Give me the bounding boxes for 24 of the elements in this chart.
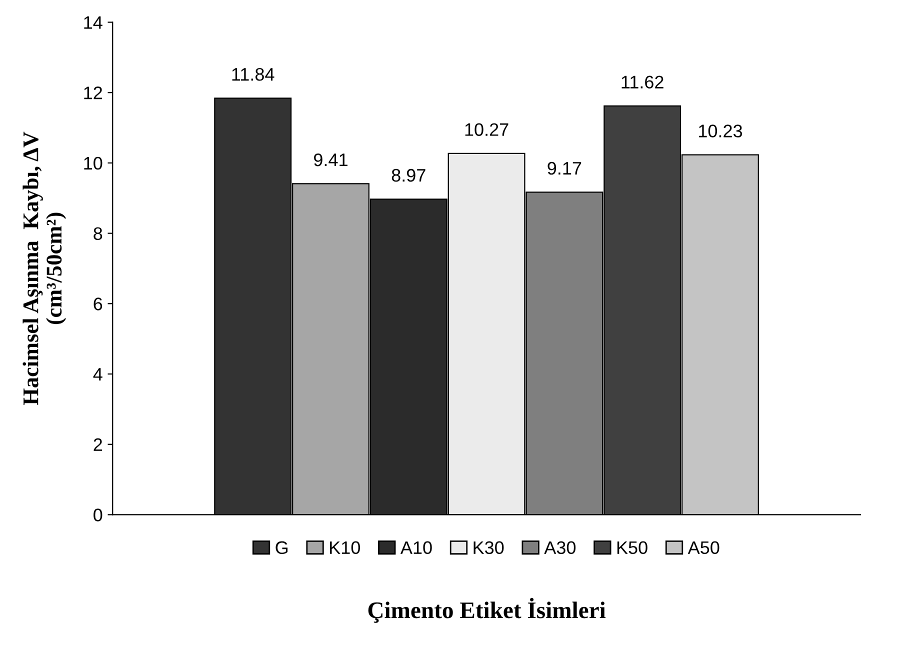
y-tick-label: 10 xyxy=(84,156,102,170)
legend-label: A50 xyxy=(688,541,720,554)
data-label: 9.41 xyxy=(314,153,348,166)
y-tick-label: 14 xyxy=(84,16,102,29)
y-tick-label: 8 xyxy=(94,227,102,240)
data-label: 9.17 xyxy=(548,162,582,175)
legend-label: K30 xyxy=(474,541,504,554)
y-axis-title: Hacimsel Aşınma Kaybı, ΔV (cm³/50cm²) xyxy=(22,132,66,406)
y-tick-label: 6 xyxy=(94,298,102,310)
legend-label: A30 xyxy=(544,541,576,554)
legend-label: K50 xyxy=(617,541,648,554)
data-label: 11.62 xyxy=(622,76,664,88)
legend-label: G xyxy=(276,541,288,554)
legend-label: A10 xyxy=(400,541,432,554)
data-label: 8.97 xyxy=(392,168,426,182)
y-tick-label: 2 xyxy=(94,438,102,451)
y-tick-label: 12 xyxy=(84,86,102,100)
x-axis-title: Çimento Etiket İsimleri xyxy=(368,598,606,623)
y-tick-label: 0 xyxy=(94,508,102,522)
data-label: 10.27 xyxy=(465,123,508,136)
data-label: 10.23 xyxy=(699,124,742,138)
legend-label: K10 xyxy=(330,541,360,554)
y-tick-label: 4 xyxy=(93,368,102,381)
data-label: 11.84 xyxy=(232,68,274,81)
